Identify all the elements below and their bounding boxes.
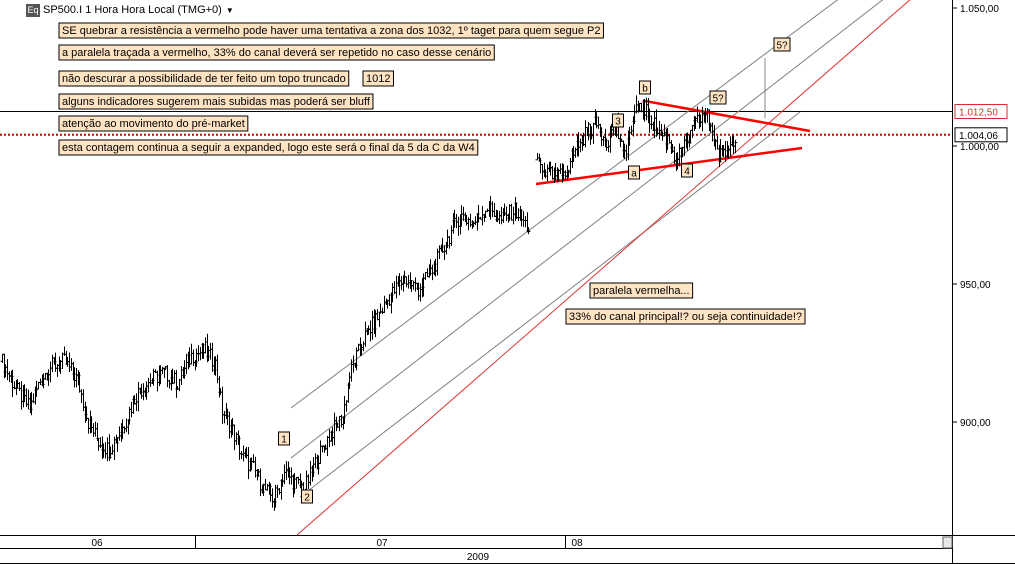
- wave-label-box: [773, 37, 791, 52]
- note-count: esta contagem continua a seguir a expand…: [58, 139, 479, 156]
- price-tag: 1.004,06: [954, 127, 1008, 143]
- note-box: [58, 139, 479, 156]
- price-bar: [733, 139, 738, 154]
- price-tag-label: 1.012,50: [959, 108, 998, 119]
- note-text: não descurar a possibilidade de ter feit…: [62, 73, 346, 85]
- channel-line-mid-lower: [299, 111, 801, 498]
- channel-line-upper: [290, 0, 839, 409]
- wave-label-box: [301, 489, 313, 504]
- x-date-label: 07: [376, 538, 388, 549]
- price-tag: 1.012,50: [954, 104, 1008, 119]
- note-box: [58, 44, 495, 61]
- price-bar: [526, 227, 531, 235]
- caret-down-icon[interactable]: ▼: [225, 5, 234, 15]
- note-resistance: SE quebrar a resistência a vermelho pode…: [58, 22, 604, 39]
- triangle-lower-trendline: [535, 146, 803, 186]
- wave-label: 4: [681, 163, 693, 178]
- wave-label-text: 1: [281, 435, 287, 446]
- chart-title: SP500.I 1 Hora Hora Local (TMG+0): [43, 4, 222, 16]
- note-indicators: alguns indicadores sugerem mais subidas …: [58, 93, 374, 110]
- y-tick-label: 1.000,00: [960, 142, 999, 153]
- wave-label: 2: [301, 489, 313, 504]
- wave-label-text: a: [631, 169, 637, 180]
- note-box: [362, 70, 394, 87]
- wave-label-text: 4: [684, 167, 690, 178]
- price-tag-box: [954, 104, 1008, 119]
- triangle-upper-trendline: [644, 99, 811, 133]
- wave-label-text: 3: [615, 117, 621, 128]
- note-1012: 1012: [362, 70, 394, 87]
- y-tick-label: 950,00: [960, 280, 991, 291]
- x-date-label: 08: [571, 538, 583, 549]
- wave-label-box: [628, 165, 640, 180]
- note-text: paralela vermelha...: [593, 285, 690, 297]
- wave-label-text: 5?: [776, 41, 788, 52]
- note-parallel: a paralela traçada a vermelho, 33% do ca…: [58, 44, 495, 61]
- wave-label-box: [612, 113, 624, 128]
- x-year-label: 2009: [467, 552, 490, 563]
- note-truncated: não descurar a possibilidade de ter feit…: [58, 70, 350, 87]
- price-tag-box: [954, 127, 1008, 143]
- note-box: [58, 22, 604, 39]
- y-tick-label: 900,00: [960, 418, 991, 429]
- wave-label-text: 2: [304, 493, 310, 504]
- equity-badge-icon: Eq: [26, 3, 40, 17]
- wave-label: 1: [278, 431, 290, 446]
- wave-label-text: b: [642, 84, 648, 95]
- wave-label-box: [639, 80, 651, 95]
- channel-line-mid-upper: [290, 0, 884, 459]
- scroll-corner: [942, 536, 953, 549]
- red-parallel-line: [296, 0, 911, 536]
- wave-label: b: [639, 80, 651, 95]
- wave-labels: 1 2 3 b a 4 5? 5?: [278, 37, 791, 504]
- x-date-label: 06: [91, 538, 103, 549]
- note-text: atenção ao movimento do pré-market: [62, 118, 245, 130]
- note-box: [589, 282, 694, 299]
- note-text: 33% do canal principal!? ou seja continu…: [569, 311, 802, 323]
- note-text: a paralela traçada a vermelho, 33% do ca…: [62, 47, 491, 59]
- ohlc-bars: [0, 95, 738, 511]
- wave-label: a: [628, 165, 640, 180]
- wave-label: 5?: [773, 37, 791, 52]
- note-box: [58, 70, 350, 87]
- note-box: [565, 308, 806, 325]
- note-box: [58, 93, 374, 110]
- wave-label-box: [681, 163, 693, 178]
- note-premarket: atenção ao movimento do pré-market: [58, 115, 249, 132]
- wave-label-box: [709, 90, 727, 105]
- note-text: 1012: [366, 73, 390, 85]
- annotation-notes: SE quebrar a resistência a vermelho pode…: [58, 22, 806, 325]
- wave-label-box: [278, 431, 290, 446]
- note-text: alguns indicadores sugerem mais subidas …: [62, 96, 371, 108]
- wave-label-text: 5?: [712, 94, 724, 105]
- chart-header[interactable]: Eq SP500.I 1 Hora Hora Local (TMG+0) ▼: [26, 3, 234, 17]
- wave-label: 5?: [709, 90, 727, 105]
- price-tag-label: 1.004,06: [959, 131, 998, 142]
- note-box: [58, 115, 249, 132]
- wave-label: 3: [612, 113, 624, 128]
- note-text: esta contagem continua a seguir a expand…: [62, 142, 475, 154]
- note-red-parallel: paralela vermelha...: [589, 282, 694, 299]
- y-tick-label: 1.050,00: [960, 4, 999, 15]
- note-33pct: 33% do canal principal!? ou seja continu…: [565, 308, 806, 325]
- note-text: SE quebrar a resistência a vermelho pode…: [62, 25, 600, 37]
